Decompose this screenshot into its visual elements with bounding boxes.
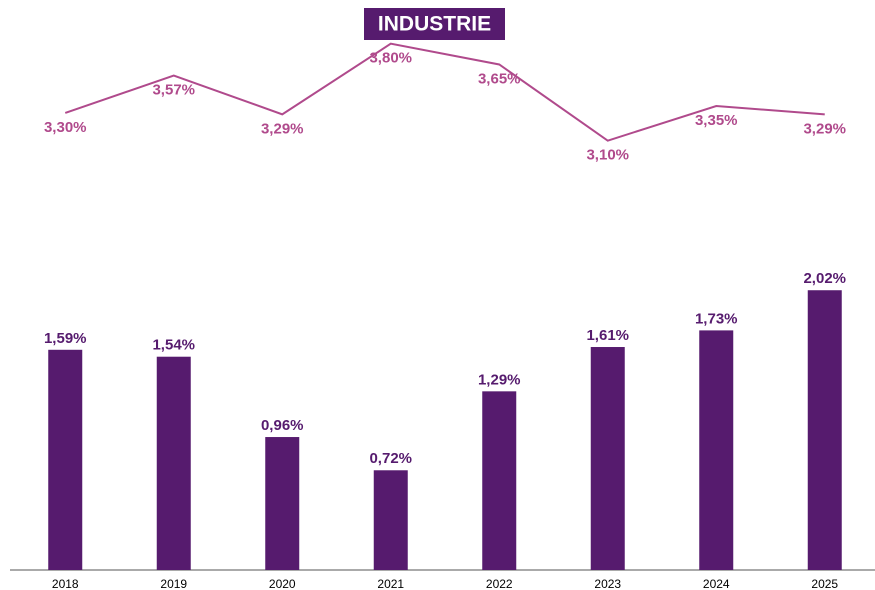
bar <box>699 330 734 570</box>
data-label: 1,59% <box>44 330 87 347</box>
x-tick-label: 2023 <box>594 577 621 590</box>
data-label: 2,02% <box>803 270 846 287</box>
chart-title: INDUSTRIE <box>378 13 491 36</box>
data-label: 3,30% <box>44 119 87 136</box>
data-label: 1,73% <box>695 310 738 327</box>
bar <box>265 437 300 570</box>
x-tick-label: 2018 <box>52 577 79 590</box>
x-tick-label: 2021 <box>377 577 404 590</box>
bar <box>156 356 191 570</box>
x-tick-label: 2025 <box>811 577 838 590</box>
line <box>64 42 825 142</box>
data-label: 3,57% <box>152 82 195 99</box>
bar <box>373 470 408 570</box>
title-box <box>364 8 505 40</box>
data-label: 3,10% <box>586 147 629 164</box>
data-label: 1,29% <box>478 371 521 388</box>
x-tick-label: 2022 <box>486 577 513 590</box>
x-tick-label: 2024 <box>703 577 730 590</box>
data-label: 1,54% <box>152 337 195 354</box>
data-label: 3,29% <box>803 120 846 137</box>
bar <box>807 290 842 570</box>
data-label: 3,35% <box>695 112 738 129</box>
bar <box>590 347 625 570</box>
data-label: 3,29% <box>261 120 304 137</box>
data-label: 0,96% <box>261 417 304 434</box>
x-tick-label: 2020 <box>269 577 296 590</box>
bar <box>48 349 83 570</box>
data-label: 1,61% <box>586 327 629 344</box>
bar <box>482 391 517 570</box>
data-label: 3,65% <box>478 70 521 87</box>
data-label: 3,80% <box>369 50 412 67</box>
data-label: 0,72% <box>369 450 412 467</box>
x-tick-label: 2019 <box>160 577 187 590</box>
